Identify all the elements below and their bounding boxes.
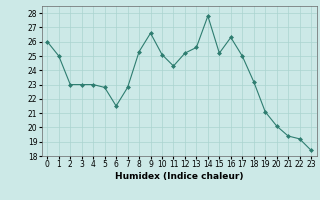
X-axis label: Humidex (Indice chaleur): Humidex (Indice chaleur) [115, 172, 244, 181]
